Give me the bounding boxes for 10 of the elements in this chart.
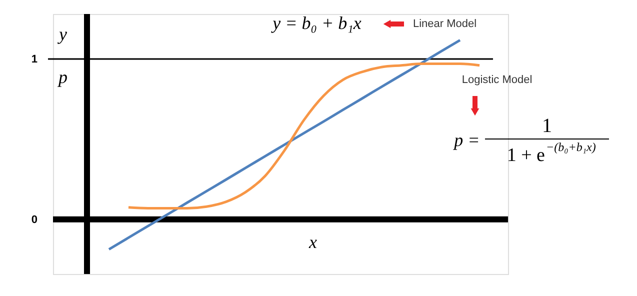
text: p	[56, 67, 68, 87]
y-axis-title: y	[57, 24, 67, 44]
annotation: Linear Model	[413, 18, 477, 30]
y-tick-label: 0	[31, 214, 38, 226]
x-axis-title: x	[308, 232, 317, 252]
text: 1	[542, 115, 552, 137]
annotation: y = b₀ + b₁x	[270, 13, 362, 33]
line-series	[108, 38, 462, 251]
annotation: p =	[452, 130, 480, 150]
annotation: Logistic Model	[462, 74, 532, 86]
